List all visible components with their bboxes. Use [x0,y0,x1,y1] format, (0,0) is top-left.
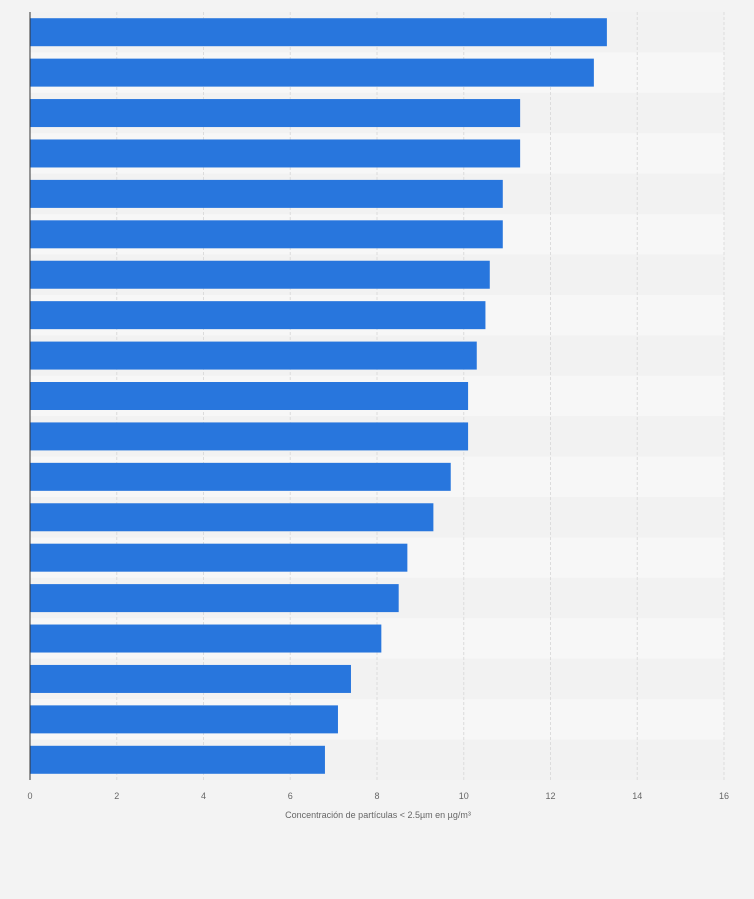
bar [30,503,434,532]
bar [30,341,477,370]
x-tick-label: 0 [27,791,32,801]
bar [30,139,521,168]
bar [30,543,408,572]
x-tick-label: 2 [114,791,119,801]
bars [30,18,607,774]
bar [30,422,469,451]
bar [30,260,490,289]
bar [30,624,382,653]
x-tick-label: 16 [719,791,729,801]
x-tick-labels: 0 2 4 6 8 10 12 14 16 [27,791,729,801]
x-tick-label: 4 [201,791,206,801]
bar [30,179,503,208]
bar [30,58,594,87]
bar [30,220,503,249]
bar [30,664,351,693]
x-tick-label: 12 [545,791,555,801]
bar [30,301,486,330]
x-tick-label: 8 [374,791,379,801]
bar [30,745,325,774]
x-tick-label: 14 [632,791,642,801]
x-tick-label: 6 [288,791,293,801]
bar [30,18,607,47]
bar [30,705,338,734]
x-tick-label: 10 [459,791,469,801]
x-axis-label: Concentración de partículas < 2.5µm en µ… [285,810,471,820]
bar [30,584,399,613]
bar [30,99,521,128]
bar [30,462,451,491]
bar [30,382,469,410]
